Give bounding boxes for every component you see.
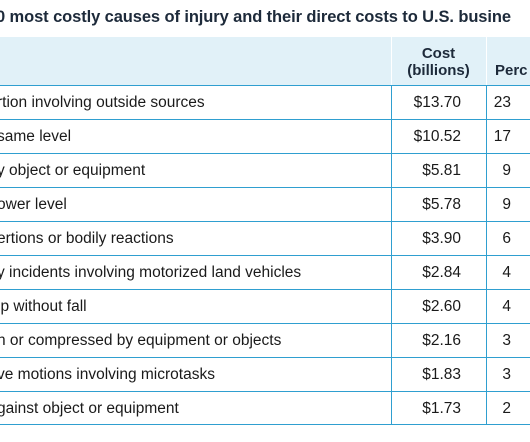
percent-cell: 9 [502, 196, 511, 213]
cause-cell: n or compressed by equipment or objects [0, 332, 282, 349]
percent-column-header: Perc [495, 62, 528, 79]
table-row: y incidents involving motorized land veh… [0, 255, 530, 289]
percent-cell: 17 [493, 128, 511, 145]
cost-table: Cost (billions) Perc rtion involving out… [0, 37, 530, 425]
cause-cell: ve motions involving microtasks [0, 366, 215, 383]
column-divider [486, 290, 487, 323]
cost-cell: $3.90 [422, 230, 461, 247]
column-divider [486, 86, 487, 119]
column-divider [391, 290, 392, 323]
cause-cell: ertions or bodily reactions [0, 230, 174, 247]
column-divider [486, 188, 487, 221]
cause-cell: ower level [0, 196, 67, 213]
column-divider [486, 392, 487, 424]
table-row: gainst object or equipment $1.73 2 [0, 391, 530, 425]
cost-header-line2: (billions) [407, 62, 470, 79]
cost-cell: $2.84 [422, 264, 461, 281]
column-divider [486, 358, 487, 391]
column-divider [391, 358, 392, 391]
percent-cell: 6 [502, 230, 511, 247]
percent-cell: 23 [493, 94, 511, 111]
column-divider [391, 222, 392, 255]
table-row: ertions or bodily reactions $3.90 6 [0, 221, 530, 255]
cost-cell: $5.78 [422, 196, 461, 213]
column-divider [391, 154, 392, 187]
column-divider [391, 392, 392, 424]
cost-cell: $13.70 [413, 94, 461, 111]
cost-cell: $2.60 [422, 298, 461, 315]
cost-header-line1: Cost [421, 45, 456, 62]
cause-cell: y incidents involving motorized land veh… [0, 264, 302, 281]
percent-cell: 2 [502, 400, 511, 417]
percent-cell: 4 [502, 298, 511, 315]
cost-cell: $1.73 [422, 400, 461, 417]
column-divider [486, 120, 487, 153]
column-divider [391, 86, 392, 119]
table-row: same level $10.52 17 [0, 119, 530, 153]
cause-cell: ip without fall [0, 298, 87, 315]
percent-cell: 4 [502, 264, 511, 281]
column-divider [391, 256, 392, 289]
cause-cell: y object or equipment [0, 162, 146, 179]
table-row: rtion involving outside sources $13.70 23 [0, 85, 530, 119]
table-title: 0 most costly causes of injury and their… [0, 8, 511, 26]
table-body: rtion involving outside sources $13.70 23 s… [0, 85, 530, 425]
cost-cell: $10.52 [413, 128, 461, 145]
table-row: y object or equipment $5.81 9 [0, 153, 530, 187]
column-divider [391, 120, 392, 153]
percent-cell: 3 [502, 366, 511, 383]
percent-cell: 9 [502, 162, 511, 179]
column-divider [391, 324, 392, 357]
table-row: ve motions involving microtasks $1.83 3 [0, 357, 530, 391]
column-divider [486, 324, 487, 357]
table-row: n or compressed by equipment or objects $… [0, 323, 530, 357]
cause-cell: same level [0, 128, 72, 145]
header-divider [486, 37, 487, 85]
column-divider [486, 256, 487, 289]
cause-cell: rtion involving outside sources [0, 94, 205, 111]
header-divider [391, 37, 392, 85]
table-header: Cost (billions) Perc [0, 37, 530, 85]
cost-column-header: Cost (billions) [391, 45, 486, 79]
cost-cell: $2.16 [422, 332, 461, 349]
percent-cell: 3 [502, 332, 511, 349]
table-row: ip without fall $2.60 4 [0, 289, 530, 323]
cause-cell: gainst object or equipment [0, 400, 179, 417]
table-row: ower level $5.78 9 [0, 187, 530, 221]
column-divider [486, 154, 487, 187]
cost-cell: $5.81 [422, 162, 461, 179]
cost-cell: $1.83 [422, 366, 461, 383]
column-divider [391, 188, 392, 221]
column-divider [486, 222, 487, 255]
